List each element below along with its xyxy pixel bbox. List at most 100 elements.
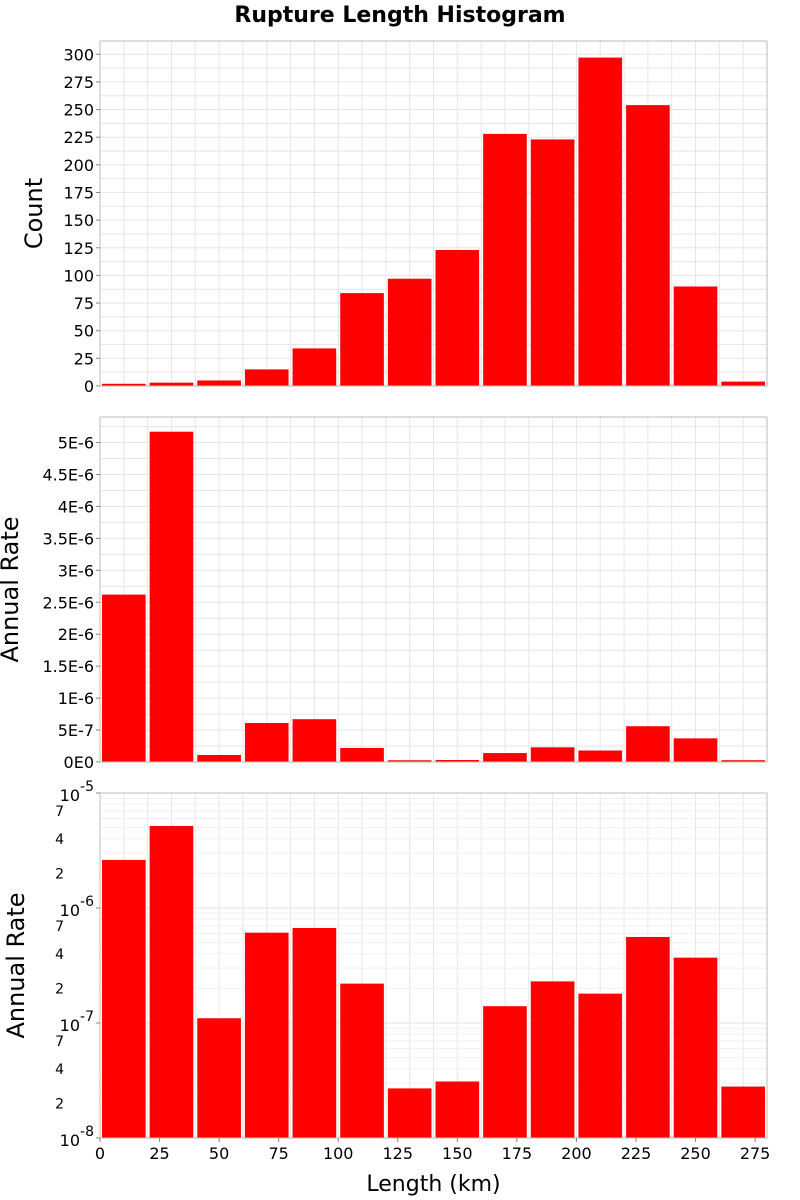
y-tick-label: 275 xyxy=(63,73,94,92)
y-minor-tick-label: 7 xyxy=(55,919,64,935)
bar-count xyxy=(673,286,718,386)
bar-rate-log xyxy=(197,1018,241,1138)
x-tick-label: 125 xyxy=(382,1144,413,1163)
y-minor-tick-label: 2 xyxy=(55,866,64,882)
bar-count xyxy=(292,348,337,386)
bar-rate-linear xyxy=(530,747,575,762)
x-tick-label: 0 xyxy=(95,1144,105,1163)
y-tick-label: 5E-7 xyxy=(58,721,94,740)
y-tick-label: 100 xyxy=(63,266,94,285)
bar-count xyxy=(626,105,670,386)
y-tick-label: 150 xyxy=(63,211,94,230)
plot-frame xyxy=(99,792,768,1139)
bar-rate-linear xyxy=(149,431,194,762)
bar-rate-linear xyxy=(244,723,289,762)
bar-rate-linear xyxy=(673,738,718,762)
bar-rate-linear xyxy=(721,760,765,762)
x-axis-label: Length (km) xyxy=(366,1172,500,1197)
bar-rate-linear xyxy=(483,753,527,762)
y-minor-tick-label: 4 xyxy=(55,1062,64,1078)
y-minor-tick-label: 2 xyxy=(55,1096,64,1112)
bar-rate-log xyxy=(483,1006,527,1138)
bar-rate-linear xyxy=(340,747,384,762)
bar-count xyxy=(483,133,527,386)
bar-rate-log xyxy=(530,981,575,1138)
bar-rate-log xyxy=(244,932,289,1138)
bar-rate-linear xyxy=(197,754,241,762)
y-tick-label: 300 xyxy=(63,45,94,64)
y-tick-label: 25 xyxy=(74,349,94,368)
bar-rate-linear xyxy=(292,719,337,762)
y-tick-label: 2.5E-6 xyxy=(42,593,94,612)
bar-count xyxy=(387,278,432,386)
bar-rate-linear xyxy=(626,726,670,762)
panel-rate-linear: 0E0 5E-7 1E-6 1.5E-6 2E-6 2.5E-6 3E-6 3.5E-6 4E-… xyxy=(0,416,768,772)
x-tick-label: 275 xyxy=(740,1144,771,1163)
bar-rate-linear xyxy=(102,594,146,762)
y-tick-label: 1.5E-6 xyxy=(42,657,94,676)
y-axis-label: Count xyxy=(20,178,48,249)
y-minor-tick-label: 4 xyxy=(55,947,64,963)
bar-rate-log xyxy=(721,1086,765,1138)
x-tick-label: 25 xyxy=(149,1144,169,1163)
y-tick-label: 225 xyxy=(63,128,94,147)
y-tick-label: 125 xyxy=(63,239,94,258)
y-minor-tick-label: 7 xyxy=(55,804,64,820)
y-tick-label: 10-5 xyxy=(60,779,94,805)
bar-count xyxy=(530,139,575,386)
y-tick-label: 10-6 xyxy=(60,894,94,920)
y-tick-label: 4.5E-6 xyxy=(42,466,94,485)
x-tick-label: 200 xyxy=(561,1144,592,1163)
x-tick-label: 150 xyxy=(442,1144,473,1163)
y-tick-label: 200 xyxy=(63,156,94,175)
y-tick-label: 1E-6 xyxy=(58,689,94,708)
bar-count xyxy=(149,382,194,386)
bar-count xyxy=(244,369,289,386)
y-tick-label: 250 xyxy=(63,101,94,120)
plot-frame xyxy=(99,40,768,387)
x-tick-label: 250 xyxy=(680,1144,711,1163)
bar-count xyxy=(578,57,623,387)
y-tick-label: 5E-6 xyxy=(58,434,94,453)
bar-rate-log xyxy=(292,928,337,1138)
bar-rate-log xyxy=(102,859,146,1138)
y-tick-label: 4E-6 xyxy=(58,497,94,516)
y-tick-label: 175 xyxy=(63,183,94,202)
y-tick-label: 50 xyxy=(74,322,94,341)
bar-count xyxy=(435,249,480,386)
bar-count xyxy=(197,380,241,386)
y-tick-label: 10-8 xyxy=(60,1124,94,1150)
bar-count xyxy=(721,381,765,386)
y-tick-label: 3.5E-6 xyxy=(42,529,94,548)
y-axis-label: Annual Rate xyxy=(0,516,24,662)
bar-rate-linear xyxy=(435,760,480,762)
y-minor-tick-label: 2 xyxy=(55,981,64,997)
bar-count xyxy=(102,383,146,386)
bar-rate-log xyxy=(673,957,718,1138)
bar-rate-log xyxy=(578,993,623,1138)
y-tick-label: 3E-6 xyxy=(58,561,94,580)
figure-title: Rupture Length Histogram xyxy=(234,3,565,28)
bar-rate-log xyxy=(435,1081,480,1138)
y-minor-tick-label: 4 xyxy=(55,832,64,848)
y-tick-label: 10-7 xyxy=(60,1009,94,1035)
bar-rate-linear xyxy=(578,750,623,762)
y-axis-label: Annual Rate xyxy=(2,892,30,1038)
x-tick-label: 50 xyxy=(209,1144,229,1163)
bar-rate-log xyxy=(340,983,384,1138)
bar-rate-linear xyxy=(387,760,432,762)
bar-rate-log xyxy=(387,1088,432,1138)
x-tick-label: 175 xyxy=(502,1144,533,1163)
y-tick-label: 75 xyxy=(74,294,94,313)
x-tick-label: 225 xyxy=(621,1144,652,1163)
bar-rate-log xyxy=(626,936,670,1138)
y-tick-label: 2E-6 xyxy=(58,625,94,644)
panel-rate-log: 10-5 10-6 10-7 10-8 7 4 2 7 4 2 7 4 2 Annual Rate 0 25 5… xyxy=(2,779,770,1197)
bar-rate-log xyxy=(149,825,194,1138)
y-tick-label: 0 xyxy=(84,377,94,396)
bar-count xyxy=(340,293,384,386)
panel-count: 0 25 50 75 100 125 150 175 200 225 250 275 300 Count xyxy=(20,40,768,396)
y-minor-tick-label: 7 xyxy=(55,1034,64,1050)
x-tick-label: 75 xyxy=(268,1144,288,1163)
